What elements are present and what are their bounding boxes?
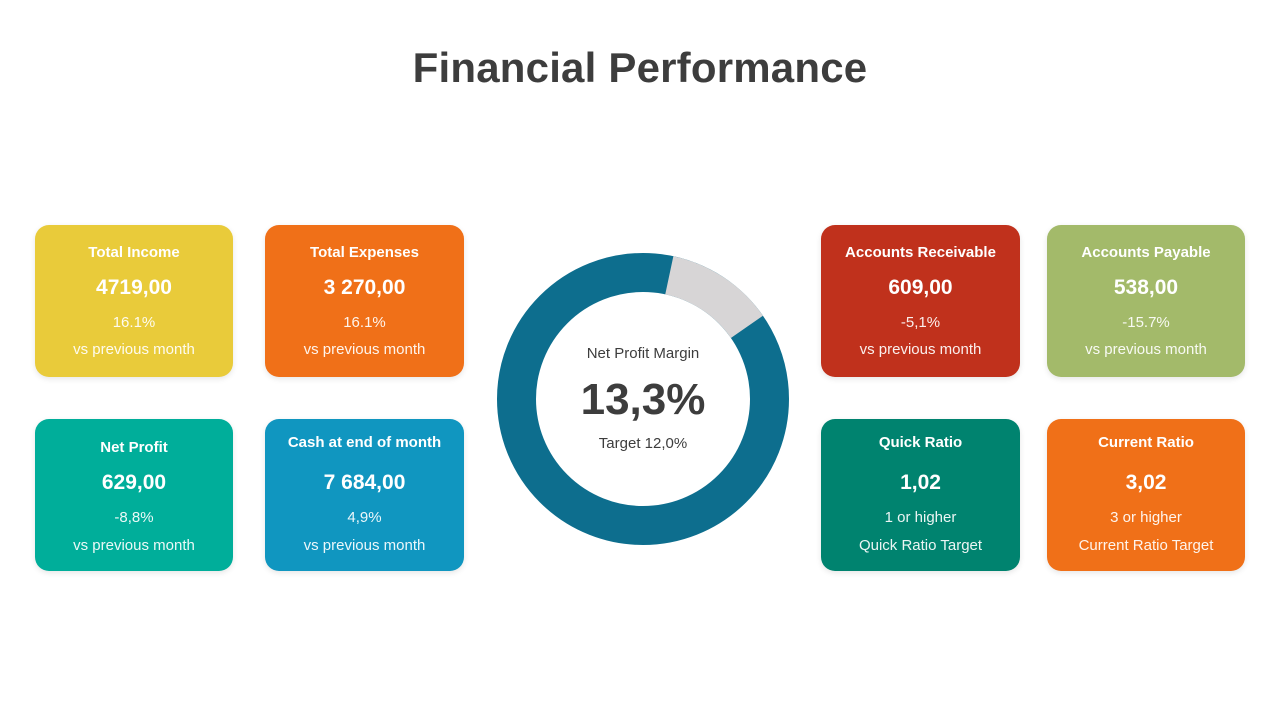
card-current-ratio: Current Ratio 3,02 3 or higher Current R… (1047, 419, 1245, 571)
donut-target: Target 12,0% (598, 435, 688, 452)
card-title: Cash at end of month (287, 434, 442, 451)
card-title: Accounts Payable (1081, 244, 1211, 261)
card-comparison: vs previous month (73, 537, 195, 554)
card-title: Total Income (88, 244, 180, 261)
card-change: 16.1% (112, 314, 156, 331)
card-target-text: 1 or higher (884, 509, 957, 526)
donut-value: 13,3% (580, 375, 706, 424)
card-accounts-payable: Accounts Payable 538,00 -15.7% vs previo… (1047, 225, 1245, 377)
donut-chart (497, 253, 789, 545)
card-target-label: Quick Ratio Target (858, 537, 983, 554)
card-title: Net Profit (100, 439, 168, 456)
card-comparison: vs previous month (859, 341, 982, 358)
card-comparison: vs previous month (303, 537, 426, 554)
donut-main-segment (497, 253, 789, 545)
card-net-profit: Net Profit 629,00 -8,8% vs previous mont… (35, 419, 233, 571)
card-change: -15.7% (1122, 314, 1170, 331)
card-comparison: vs previous month (73, 341, 195, 358)
card-title: Total Expenses (310, 244, 419, 261)
card-cash-end-of-month: Cash at end of month 7 684,00 4,9% vs pr… (265, 419, 464, 571)
donut-label: Net Profit Margin (586, 345, 700, 362)
card-change: -5,1% (900, 314, 941, 331)
card-target-text: 3 or higher (1110, 509, 1182, 526)
donut-remainder-segment (497, 253, 789, 545)
card-title: Accounts Receivable (845, 244, 996, 261)
card-change: 16.1% (343, 314, 386, 331)
card-value: 609,00 (888, 276, 953, 299)
card-comparison: vs previous month (303, 341, 426, 358)
card-change: 4,9% (347, 509, 382, 526)
card-value: 3 270,00 (323, 276, 406, 299)
card-comparison: vs previous month (1085, 341, 1207, 358)
card-value: 3,02 (1125, 471, 1167, 494)
card-accounts-receivable: Accounts Receivable 609,00 -5,1% vs prev… (821, 225, 1020, 377)
card-title: Current Ratio (1098, 434, 1194, 451)
card-value: 629,00 (101, 471, 167, 494)
card-target-label: Current Ratio Target (1078, 537, 1214, 554)
card-value: 7 684,00 (323, 471, 406, 494)
card-total-expenses: Total Expenses 3 270,00 16.1% vs previou… (265, 225, 464, 377)
net-profit-margin-donut: Net Profit Margin 13,3% Target 12,0% (497, 253, 789, 545)
page-title: Financial Performance (412, 44, 868, 91)
card-quick-ratio: Quick Ratio 1,02 1 or higher Quick Ratio… (821, 419, 1020, 571)
card-value: 4719,00 (96, 276, 172, 299)
card-value: 538,00 (1113, 276, 1179, 299)
card-value: 1,02 (900, 471, 941, 494)
card-change: -8,8% (114, 509, 154, 526)
card-title: Quick Ratio (878, 434, 963, 451)
card-total-income: Total Income 4719,00 16.1% vs previous m… (35, 225, 233, 377)
